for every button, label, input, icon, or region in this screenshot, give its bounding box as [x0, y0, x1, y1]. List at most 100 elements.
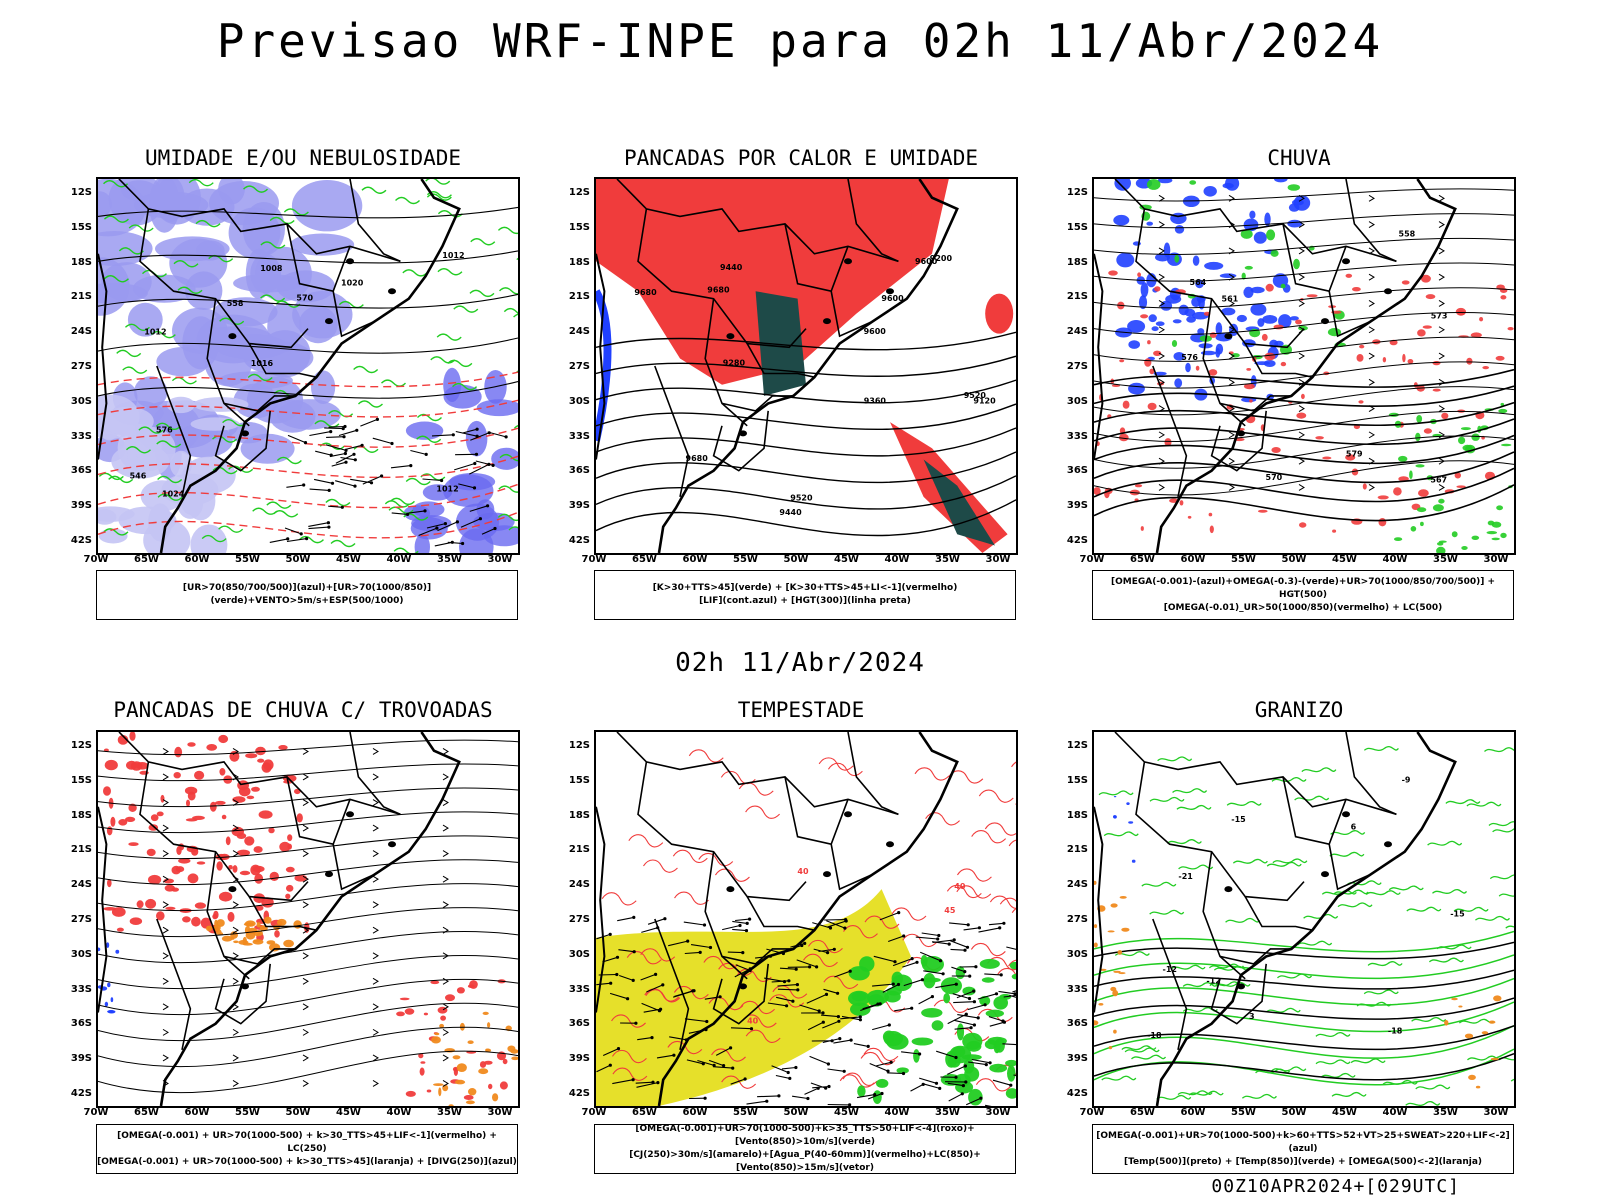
- shaded-area: [1402, 353, 1406, 363]
- legend-line: [LIF](cont.azul) + [HGT(300)](linha pret…: [699, 596, 911, 606]
- wind-vector-head: [821, 1011, 825, 1015]
- shaded-area: [1490, 1057, 1499, 1061]
- precipitable-water-contour: [975, 1078, 1011, 1092]
- shaded-area: [485, 1048, 490, 1052]
- country-border: [1135, 761, 1305, 902]
- wind-vector: [329, 452, 346, 458]
- shaded-area: [509, 326, 518, 332]
- shaded-area: [98, 191, 112, 218]
- wind-vector-head: [972, 1000, 976, 1004]
- wind-vector-head: [796, 988, 800, 992]
- streamline-arrow: [162, 824, 169, 832]
- shaded-area: [390, 404, 399, 416]
- wind-vector-head: [848, 969, 852, 973]
- wind-vector-head: [832, 947, 836, 951]
- shaded-area: [1295, 319, 1302, 325]
- shaded-area: [316, 257, 324, 264]
- humidity-contour: [453, 305, 479, 313]
- shaded-area: [1458, 436, 1466, 445]
- contour-line: [1094, 467, 1514, 503]
- wind-vector: [431, 434, 454, 437]
- humidity-contour: [150, 330, 176, 339]
- shaded-area: [1351, 468, 1359, 476]
- latitude-label: 15S: [70, 774, 92, 786]
- latitude-label: 33S: [1066, 430, 1088, 442]
- temp850-contour: [1474, 915, 1510, 921]
- shaded-area: [1296, 412, 1307, 419]
- shaded-area: [350, 535, 366, 541]
- precipitable-water-contour: [674, 891, 709, 905]
- temp850-contour: [1178, 864, 1214, 870]
- shaded-area: [1466, 357, 1473, 365]
- longitude-label: 30W: [487, 554, 513, 565]
- wind-vector: [422, 478, 442, 482]
- shaded-area: [499, 1081, 508, 1090]
- longitude-label: 35W: [1433, 554, 1458, 565]
- streamline-arrow: [302, 977, 309, 985]
- country-border: [637, 761, 807, 902]
- shaded-area: [449, 473, 496, 491]
- main-title: Previsao WRF-INPE para 02h 11/Abr/2024: [216, 14, 1384, 68]
- shaded-area: [1119, 896, 1127, 899]
- latitude-label: 30S: [568, 948, 590, 960]
- temp850-contour: [1498, 893, 1514, 897]
- lake: [241, 983, 249, 990]
- temp850-contour: [1188, 1090, 1224, 1096]
- wind-vector-head: [1009, 1083, 1013, 1087]
- temp850-contour: [1315, 1059, 1351, 1065]
- shaded-area: [233, 940, 239, 944]
- longitude-label: 45W: [834, 1107, 859, 1118]
- shaded-area: [1108, 270, 1118, 276]
- wind-vector: [867, 1092, 883, 1100]
- shaded-area: [1409, 470, 1413, 480]
- shaded-area: [1482, 366, 1489, 370]
- latitude-label: 42S: [70, 1088, 92, 1099]
- lake: [1321, 318, 1329, 325]
- shaded-area: [1118, 972, 1126, 975]
- longitude-label: 50W: [783, 1107, 809, 1118]
- wind-vector-head: [718, 995, 722, 999]
- shaded-area: [115, 949, 120, 954]
- streamline-arrow: [232, 748, 239, 755]
- wind-vector: [918, 996, 933, 1005]
- latitude-label: 30S: [1066, 948, 1088, 960]
- latitude-label: 42S: [1066, 1088, 1088, 1099]
- wind-vector-head: [344, 448, 348, 452]
- shaded-area: [1208, 369, 1218, 376]
- wind-vector-head: [880, 1091, 884, 1096]
- shaded-area: [259, 330, 311, 378]
- wind-vector-head: [722, 1064, 726, 1068]
- shaded-area: [273, 924, 280, 931]
- shaded-area: [1174, 254, 1180, 263]
- streamline-arrow: [1228, 457, 1235, 465]
- temp850-contour: [1337, 902, 1373, 908]
- country-border: [712, 963, 769, 1025]
- shaded-area: [1322, 456, 1332, 460]
- country-border: [214, 410, 271, 472]
- latitude-label: 36S: [1066, 1018, 1088, 1030]
- shaded-area: [361, 382, 375, 394]
- wind-vector-head: [918, 1052, 922, 1056]
- longitude-label: 35W: [1433, 1107, 1458, 1118]
- precipitable-water-contour: [946, 884, 982, 899]
- country-border: [349, 732, 401, 816]
- wind-vector-head: [661, 983, 665, 987]
- shaded-area: [949, 1045, 972, 1064]
- wind-vector-head: [930, 995, 934, 999]
- wind-vector: [903, 979, 923, 987]
- latitude-label: 21S: [568, 844, 590, 856]
- wind-vector-head: [795, 983, 799, 987]
- longitude-label: 35W: [935, 1107, 960, 1118]
- wind-vector: [746, 1100, 767, 1105]
- wind-vector-head: [305, 537, 309, 541]
- wind-vector: [822, 1020, 840, 1029]
- temp850-contour: [1330, 830, 1366, 836]
- latitude-label: 21S: [1066, 844, 1088, 856]
- streamline-arrow: [302, 1080, 309, 1087]
- wind-vector: [948, 1093, 963, 1102]
- shaded-area: [993, 996, 1008, 1010]
- shaded-area: [1094, 942, 1098, 948]
- humidity-contour: [405, 477, 431, 486]
- wind-vector: [947, 1082, 964, 1087]
- shaded-area: [1007, 1065, 1016, 1082]
